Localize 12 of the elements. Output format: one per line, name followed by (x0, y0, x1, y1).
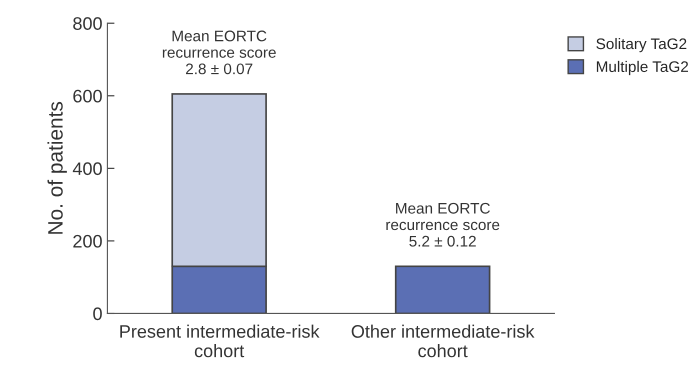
x-tick-label: Other intermediate-risk cohort (352, 324, 534, 358)
legend-label: Multiple TaG2 (596, 60, 688, 76)
y-tick-label: 200 (73, 234, 102, 248)
legend-label: Solitary TaG2 (596, 38, 686, 52)
annotation: Mean EORTC recurrence score 2.8 ± 0.07 (162, 30, 276, 74)
y-tick-label: 800 (73, 17, 102, 30)
x-tick-label: Present intermediate-risk cohort (120, 324, 320, 358)
y-tick-label: 600 (73, 90, 102, 103)
y-axis-title: No. of patients (47, 102, 67, 234)
annotation: Mean EORTC recurrence score 5.2 ± 0.12 (386, 202, 500, 247)
y-tick-label: 400 (72, 162, 102, 176)
y-tick-label: 0 (93, 307, 102, 320)
